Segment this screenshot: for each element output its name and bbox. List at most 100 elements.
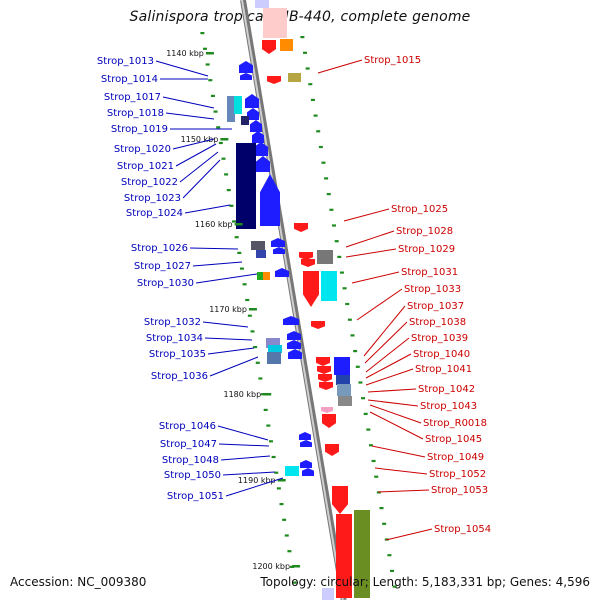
label-left: Strop_1051 <box>167 491 224 502</box>
label-right: Strop_1053 <box>431 485 488 496</box>
leader-right <box>317 59 363 74</box>
gene-1028b <box>301 259 315 267</box>
tick-dot-left <box>250 330 255 333</box>
label-right: Strop_1042 <box>418 384 475 395</box>
tick-dot-right <box>361 397 366 400</box>
tick-dot-right <box>308 83 313 86</box>
label-right: Strop_1038 <box>409 317 466 328</box>
label-leaders <box>155 59 433 541</box>
gene-labels: Strop_1013 Strop_1014 Strop_1017 Strop_1018… <box>97 55 491 535</box>
gene-1036 <box>267 352 281 364</box>
gene-1025 <box>294 223 308 232</box>
tick-dot-left <box>200 32 205 35</box>
gene-1038 <box>317 366 331 374</box>
kbp-tick <box>234 223 243 226</box>
gene-1028 <box>299 252 313 260</box>
leader-right <box>385 528 433 541</box>
leader-right <box>363 305 406 357</box>
tick-dot-left <box>245 298 250 302</box>
gene-1013 <box>239 61 253 73</box>
tick-dot-left <box>282 518 287 521</box>
gene-1049 <box>325 444 339 456</box>
leader-right <box>365 353 412 379</box>
tick-dot-right <box>358 381 363 384</box>
label-right: Strop_1029 <box>398 244 455 255</box>
gene-1031b <box>321 271 337 301</box>
tick-dot-right <box>313 114 318 117</box>
leader-left <box>172 138 215 150</box>
tick-dot-left <box>253 346 258 349</box>
gene-1020a <box>250 120 262 132</box>
tick-dot-right <box>332 224 337 227</box>
leader-left <box>192 261 243 267</box>
label-left: Strop_1030 <box>137 278 194 289</box>
tick-dot-left <box>284 534 289 537</box>
gene-1050 <box>285 466 299 476</box>
kbp-tick <box>205 52 214 55</box>
gene-1020b <box>252 131 264 143</box>
kbp-label: 1200 kbp <box>252 562 290 571</box>
label-left: Strop_1022 <box>121 177 178 188</box>
gene-1039 <box>318 374 332 382</box>
label-right: Strop_1031 <box>401 267 458 278</box>
leader-left <box>225 477 284 497</box>
gene-features <box>227 0 370 600</box>
tick-dot-right <box>305 67 310 70</box>
gene-1026-a <box>251 241 265 250</box>
gene-1052 <box>332 486 348 514</box>
label-left: Strop_1027 <box>134 261 191 272</box>
gene-1034a <box>266 338 280 348</box>
tick-dot-right <box>379 507 384 510</box>
gene-1036b <box>288 349 302 359</box>
gene-1042 <box>337 384 351 396</box>
tick-dot-left <box>239 267 244 270</box>
gene-1034b <box>268 345 282 353</box>
gene-orange-a <box>280 39 293 51</box>
leader-right <box>369 411 424 440</box>
leader-right <box>356 288 403 321</box>
gene-1026-b <box>256 250 266 258</box>
gene-1018 <box>245 94 259 108</box>
gene-1046 <box>299 432 311 440</box>
gene-1024b <box>260 174 280 226</box>
leader-right <box>369 404 422 424</box>
label-left: Strop_1021 <box>117 161 174 172</box>
label-right: Strop_1039 <box>411 333 468 344</box>
tick-dot-left <box>271 455 276 459</box>
accession-text: Accession: NC_009380 <box>10 575 147 589</box>
label-left: Strop_1019 <box>111 124 168 135</box>
label-right: Strop_1054 <box>434 524 491 535</box>
leader-right <box>371 445 426 458</box>
gene-1021 <box>254 142 268 156</box>
kbp-tick <box>292 565 301 568</box>
gene-1030a <box>257 272 263 280</box>
label-right: Strop_1049 <box>427 452 484 463</box>
label-left: Strop_1035 <box>149 349 206 360</box>
tick-dot-left <box>203 47 208 50</box>
gene-1023-1024 <box>236 143 256 229</box>
gene-1054b <box>354 510 370 598</box>
leader-right <box>367 388 417 393</box>
kbp-tick <box>220 138 229 141</box>
tick-dot-right <box>310 98 315 101</box>
label-left: Strop_1024 <box>126 208 183 219</box>
label-right: Strop_1041 <box>415 364 472 375</box>
label-left: Strop_1047 <box>160 439 217 450</box>
leader-left <box>218 443 270 447</box>
gene-1030b <box>263 272 270 280</box>
gene-1030c <box>275 268 289 277</box>
tick-dot-left <box>279 503 284 506</box>
gene-1031 <box>303 271 319 307</box>
leader-left <box>204 337 253 341</box>
leader-left <box>189 247 239 250</box>
kbp-tick <box>277 479 286 482</box>
leader-right <box>364 321 408 364</box>
gene-1040 <box>319 382 333 390</box>
label-left: Strop_1017 <box>104 92 161 103</box>
gene-1054 <box>336 514 352 598</box>
gene-red-small <box>267 76 281 84</box>
gene-1019 <box>247 108 259 120</box>
tick-dot-left <box>287 550 292 553</box>
gene-1045 <box>322 414 336 428</box>
